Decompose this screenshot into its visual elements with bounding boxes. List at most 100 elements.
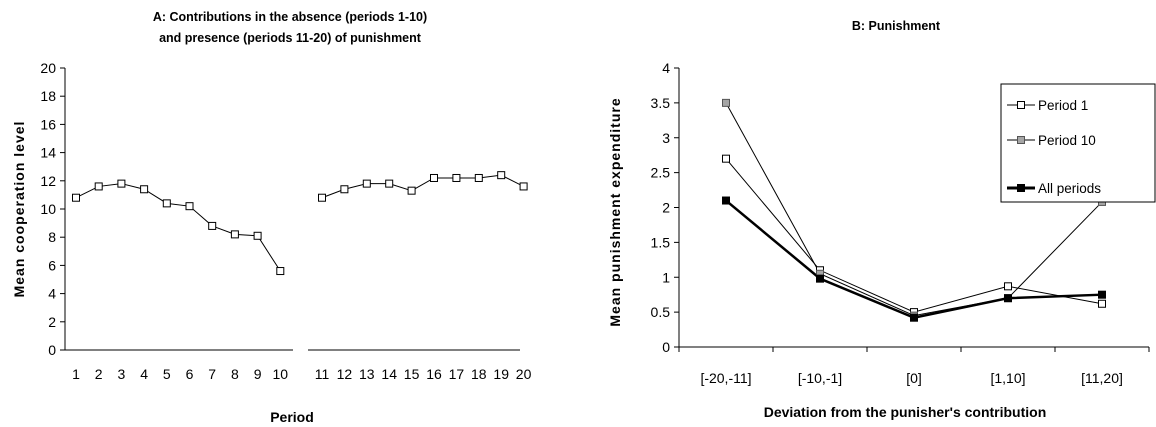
x-tick-label: [-20,-11]: [700, 370, 751, 386]
chart-b-title: B: Punishment: [852, 19, 941, 33]
x-tick-label: 3: [118, 366, 126, 382]
chart-b-y-label-text: Mean punishment expenditure: [607, 97, 623, 326]
chart-b-x-ticks: [-20,-11] [-10,-1] [0] [1,10] [11,20]: [678, 347, 1150, 386]
data-point: [140, 185, 149, 194]
y-tick-label: 2: [48, 314, 56, 330]
x-tick-label: 6: [186, 366, 194, 382]
y-tick-label: 1.5: [651, 234, 671, 250]
chart-b-y-ticks: 0 0.5 1 1.5 2 2.5 3 3.5 4: [651, 60, 679, 355]
data-point: [276, 267, 285, 276]
data-point: [117, 179, 126, 188]
legend-label-period-10: Period 10: [1038, 133, 1096, 148]
data-point: [385, 179, 394, 188]
x-tick-label: 18: [471, 366, 487, 382]
data-point: [185, 202, 194, 211]
y-tick-label: 4: [662, 60, 670, 76]
data-point: [162, 199, 171, 208]
x-tick-label: 16: [426, 366, 442, 382]
y-tick-label: 16: [40, 116, 56, 132]
chart-a-x-ticks: 1 2 3 4 5 6 7 8 9 10 11 12 13 14 15 16 17 18 19 20: [72, 366, 531, 382]
x-tick-label: 15: [404, 366, 420, 382]
chart-a: A: Contributions in the absence (periods…: [11, 10, 532, 425]
y-tick-label: 10: [40, 201, 56, 217]
x-tick-label: 4: [140, 366, 148, 382]
data-point: [94, 182, 103, 191]
data-point: [452, 173, 461, 182]
chart-b-points: [722, 98, 1106, 322]
data-point: [72, 193, 80, 202]
y-tick-label: 3.5: [651, 95, 671, 111]
chart-a-x-label: Period: [270, 409, 314, 425]
x-tick-label: 12: [337, 366, 353, 382]
data-point: [340, 185, 349, 194]
y-tick-label: 0: [48, 342, 56, 358]
data-point: [208, 221, 217, 230]
chart-a-title-line2: and presence (periods 11-20) of punishme…: [159, 31, 422, 45]
data-point: [910, 313, 918, 322]
x-tick-label: 7: [208, 366, 216, 382]
data-point: [407, 186, 416, 195]
legend-label-all-periods: All periods: [1038, 181, 1101, 196]
x-tick-label: 8: [231, 366, 239, 382]
chart-a-lines: [75, 174, 524, 272]
y-tick-label: 6: [48, 257, 56, 273]
y-tick-label: 4: [48, 286, 56, 302]
chart-b-legend: Period 1 Period 10 All periods: [1000, 83, 1156, 203]
y-tick-label: 2.5: [651, 165, 671, 181]
data-point: [1004, 294, 1012, 303]
legend-marker-period-10: [1017, 136, 1025, 144]
data-point: [722, 196, 730, 205]
y-tick-label: 14: [40, 145, 56, 161]
x-tick-label: 14: [381, 366, 397, 382]
y-tick-label: 0: [662, 339, 670, 355]
chart-a-y-ticks: 0 2 4 6 8 10 12 14 16 18 20: [40, 60, 65, 358]
data-point: [519, 182, 528, 191]
data-point: [1004, 282, 1012, 291]
chart-a-points: [72, 171, 528, 276]
x-tick-label: 2: [95, 366, 103, 382]
x-tick-label: 13: [359, 366, 375, 382]
x-tick-label: 5: [163, 366, 171, 382]
data-point: [497, 171, 506, 180]
y-tick-label: 3: [662, 130, 670, 146]
chart-b-x-label: Deviation from the punisher's contributi…: [764, 404, 1047, 420]
chart-a-title: A: Contributions in the absence (periods…: [153, 10, 427, 24]
x-tick-label: 11: [315, 366, 330, 382]
y-tick-label: 1: [662, 269, 670, 285]
data-point: [318, 193, 326, 202]
y-tick-label: 0.5: [651, 304, 671, 320]
data-point: [1098, 299, 1106, 308]
x-tick-label: 20: [516, 366, 532, 382]
data-point: [722, 98, 730, 107]
legend-label-period-1: Period 1: [1038, 98, 1088, 113]
legend-marker-period-1: [1017, 101, 1025, 109]
x-tick-label: [11,20]: [1081, 370, 1123, 386]
x-tick-label: 10: [273, 366, 289, 382]
y-tick-label: 8: [48, 229, 56, 245]
x-tick-label: 1: [72, 366, 80, 382]
data-point: [474, 173, 483, 182]
legend-marker-all-periods: [1017, 184, 1025, 192]
data-point: [1098, 290, 1106, 299]
chart-a-y-label: Mean cooperation level: [11, 121, 27, 298]
x-tick-label: 19: [493, 366, 509, 382]
legend-box: [1000, 83, 1156, 203]
x-tick-label: 17: [449, 366, 465, 382]
series-line: [321, 174, 524, 199]
y-tick-label: 20: [40, 60, 56, 76]
data-point: [253, 231, 262, 240]
y-tick-label: 18: [40, 88, 56, 104]
x-tick-label: [-10,-1]: [798, 370, 842, 386]
data-point: [430, 173, 438, 182]
x-tick-label: [0]: [906, 370, 922, 386]
chart-b-y-label: Mean punishment expenditure: [607, 97, 623, 326]
y-tick-label: 2: [662, 200, 670, 216]
data-point: [722, 154, 730, 163]
data-point: [362, 179, 371, 188]
x-tick-label: 9: [254, 366, 262, 382]
series-line: [75, 183, 281, 272]
data-point: [816, 274, 824, 283]
chart-b: B: Punishment 0 0.5 1 1.5 2 2.5 3 3.5 4 [-20,-11…: [607, 19, 1156, 420]
y-tick-label: 12: [40, 173, 56, 189]
data-point: [230, 230, 239, 239]
